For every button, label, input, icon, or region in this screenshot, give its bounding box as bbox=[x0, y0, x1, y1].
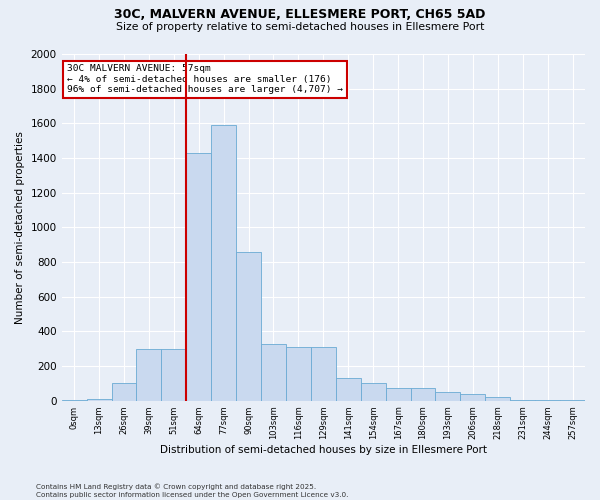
Bar bbox=[236, 252, 261, 400]
Bar bbox=[436, 392, 460, 400]
Text: Contains HM Land Registry data © Crown copyright and database right 2025.
Contai: Contains HM Land Registry data © Crown c… bbox=[36, 484, 349, 498]
Bar bbox=[311, 347, 336, 401]
X-axis label: Distribution of semi-detached houses by size in Ellesmere Port: Distribution of semi-detached houses by … bbox=[160, 445, 487, 455]
Text: 30C MALVERN AVENUE: 57sqm
← 4% of semi-detached houses are smaller (176)
96% of : 30C MALVERN AVENUE: 57sqm ← 4% of semi-d… bbox=[67, 64, 343, 94]
Bar bbox=[361, 384, 386, 400]
Bar bbox=[86, 399, 112, 400]
Bar bbox=[336, 378, 361, 400]
Bar bbox=[460, 394, 485, 400]
Bar bbox=[112, 384, 136, 400]
Bar bbox=[136, 348, 161, 401]
Bar bbox=[485, 397, 510, 400]
Bar bbox=[386, 388, 410, 400]
Bar bbox=[211, 125, 236, 400]
Y-axis label: Number of semi-detached properties: Number of semi-detached properties bbox=[15, 131, 25, 324]
Bar bbox=[286, 347, 311, 401]
Bar bbox=[161, 348, 186, 401]
Text: Size of property relative to semi-detached houses in Ellesmere Port: Size of property relative to semi-detach… bbox=[116, 22, 484, 32]
Bar bbox=[186, 153, 211, 400]
Bar bbox=[261, 344, 286, 400]
Bar bbox=[410, 388, 436, 400]
Text: 30C, MALVERN AVENUE, ELLESMERE PORT, CH65 5AD: 30C, MALVERN AVENUE, ELLESMERE PORT, CH6… bbox=[115, 8, 485, 20]
